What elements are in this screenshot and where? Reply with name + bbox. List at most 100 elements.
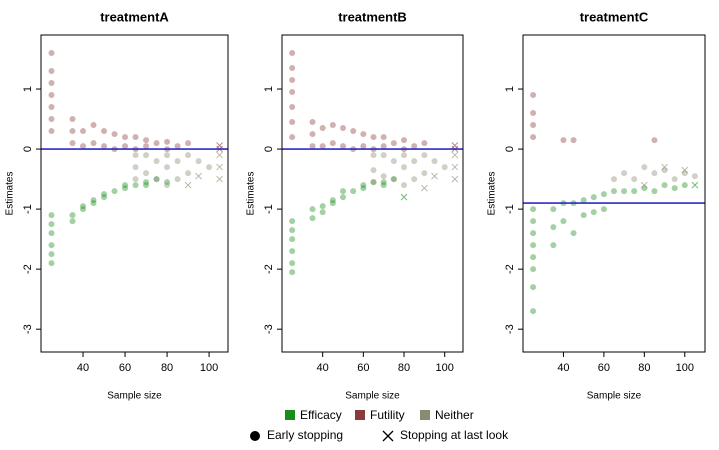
- point: [530, 242, 537, 249]
- point: [421, 152, 428, 159]
- point: [370, 134, 377, 141]
- point: [651, 170, 658, 177]
- point: [390, 176, 397, 183]
- point: [600, 191, 607, 198]
- point: [143, 152, 150, 159]
- point: [101, 128, 108, 135]
- y-tick-label: 1: [22, 86, 34, 92]
- point: [360, 182, 367, 189]
- x-tick-label: 60: [598, 362, 610, 374]
- point: [380, 143, 387, 150]
- x-tick-label: 100: [200, 362, 218, 374]
- point: [671, 185, 678, 192]
- panel-title: treatmentA: [100, 9, 169, 24]
- point: [164, 182, 171, 189]
- point: [164, 152, 171, 159]
- point: [560, 137, 567, 144]
- series: Neither: [370, 151, 459, 192]
- point: [401, 152, 408, 159]
- point: [550, 206, 557, 213]
- point: [590, 209, 597, 216]
- point: [370, 167, 377, 174]
- point: [80, 128, 87, 135]
- point: [350, 128, 357, 135]
- point: [611, 188, 617, 195]
- x-axis-label: Sample size: [107, 391, 162, 402]
- series: Efficacy: [530, 181, 699, 315]
- point: [206, 164, 213, 171]
- point-cross: [184, 181, 192, 189]
- y-tick-label: 1: [263, 86, 275, 92]
- point: [380, 179, 387, 186]
- point: [132, 152, 139, 159]
- point: [390, 140, 397, 147]
- point: [390, 176, 397, 183]
- point: [421, 140, 428, 147]
- point: [289, 260, 296, 267]
- point: [289, 134, 296, 141]
- point: [90, 140, 97, 147]
- point: [289, 65, 296, 72]
- point: [101, 194, 108, 201]
- point: [289, 119, 296, 126]
- point: [289, 218, 296, 225]
- point: [80, 143, 87, 150]
- point: [289, 89, 296, 96]
- point: [90, 200, 97, 207]
- point-cross: [421, 184, 428, 192]
- x-tick-label: 80: [638, 362, 650, 374]
- point: [132, 176, 139, 183]
- point: [681, 170, 688, 177]
- point: [570, 137, 577, 144]
- x-axis-label: Sample size: [587, 391, 642, 402]
- plot-frame: [522, 34, 706, 353]
- point: [48, 50, 55, 57]
- point: [289, 248, 296, 255]
- point: [631, 176, 638, 183]
- point: [289, 104, 296, 111]
- x-tick-label: 40: [77, 362, 89, 374]
- point-cross: [216, 163, 223, 171]
- point: [48, 116, 55, 123]
- point-cross: [400, 193, 408, 201]
- point: [48, 230, 55, 237]
- x-tick-label: 60: [357, 362, 369, 374]
- point: [174, 176, 181, 183]
- y-tick-label: 0: [504, 146, 516, 152]
- point: [340, 188, 347, 195]
- point: [329, 122, 336, 129]
- point-cross: [451, 142, 459, 149]
- point: [289, 236, 296, 243]
- point: [340, 194, 347, 201]
- series: Futility: [289, 50, 459, 153]
- point: [319, 203, 326, 210]
- point: [590, 194, 597, 201]
- point: [631, 188, 638, 195]
- point: [380, 152, 387, 159]
- point: [329, 200, 336, 207]
- point: [340, 125, 347, 132]
- point: [319, 209, 326, 216]
- point: [530, 266, 537, 273]
- legend-swatch: [285, 410, 295, 420]
- point: [90, 122, 97, 129]
- point: [329, 140, 336, 147]
- point-cross: [640, 181, 648, 189]
- point: [530, 134, 537, 141]
- legend-label: Futility: [370, 408, 405, 422]
- point: [390, 158, 397, 165]
- point: [530, 254, 537, 261]
- x-tick-label: 40: [557, 362, 569, 374]
- legend-label: Early stopping: [267, 428, 343, 442]
- point: [111, 188, 118, 195]
- legend-label: Stopping at last look: [400, 428, 509, 442]
- point: [122, 143, 129, 150]
- point-cross: [681, 166, 689, 174]
- point: [48, 242, 55, 249]
- y-tick-label: -3: [263, 324, 275, 334]
- point: [174, 158, 181, 165]
- point: [309, 206, 316, 213]
- point: [370, 179, 377, 186]
- point: [69, 212, 76, 219]
- y-tick-label: -2: [504, 264, 516, 274]
